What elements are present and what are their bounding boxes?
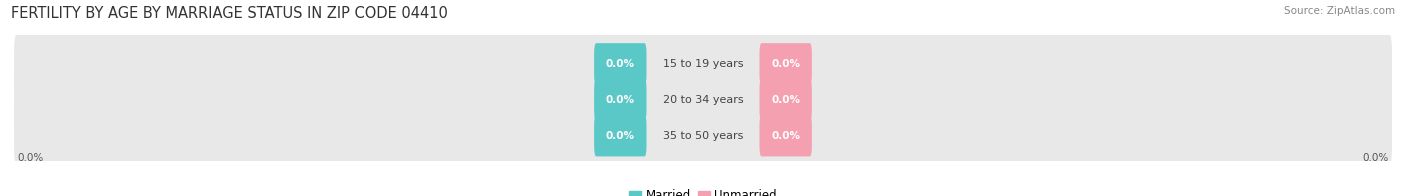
FancyBboxPatch shape [759,43,811,85]
FancyBboxPatch shape [759,115,811,156]
FancyBboxPatch shape [595,43,647,85]
Text: 20 to 34 years: 20 to 34 years [662,95,744,105]
FancyBboxPatch shape [14,69,1392,130]
Text: Source: ZipAtlas.com: Source: ZipAtlas.com [1284,6,1395,16]
FancyBboxPatch shape [14,105,1392,166]
Legend: Married, Unmarried: Married, Unmarried [628,190,778,196]
Text: 0.0%: 0.0% [606,59,636,69]
Text: 35 to 50 years: 35 to 50 years [662,131,744,141]
Text: 0.0%: 0.0% [606,131,636,141]
FancyBboxPatch shape [595,79,647,121]
Text: 0.0%: 0.0% [1362,153,1389,163]
Text: 0.0%: 0.0% [17,153,44,163]
FancyBboxPatch shape [595,115,647,156]
FancyBboxPatch shape [759,79,811,121]
Text: 0.0%: 0.0% [770,95,800,105]
Text: 0.0%: 0.0% [770,131,800,141]
Text: 15 to 19 years: 15 to 19 years [662,59,744,69]
Text: FERTILITY BY AGE BY MARRIAGE STATUS IN ZIP CODE 04410: FERTILITY BY AGE BY MARRIAGE STATUS IN Z… [11,6,449,21]
FancyBboxPatch shape [14,34,1392,94]
Text: 0.0%: 0.0% [770,59,800,69]
Text: 0.0%: 0.0% [606,95,636,105]
